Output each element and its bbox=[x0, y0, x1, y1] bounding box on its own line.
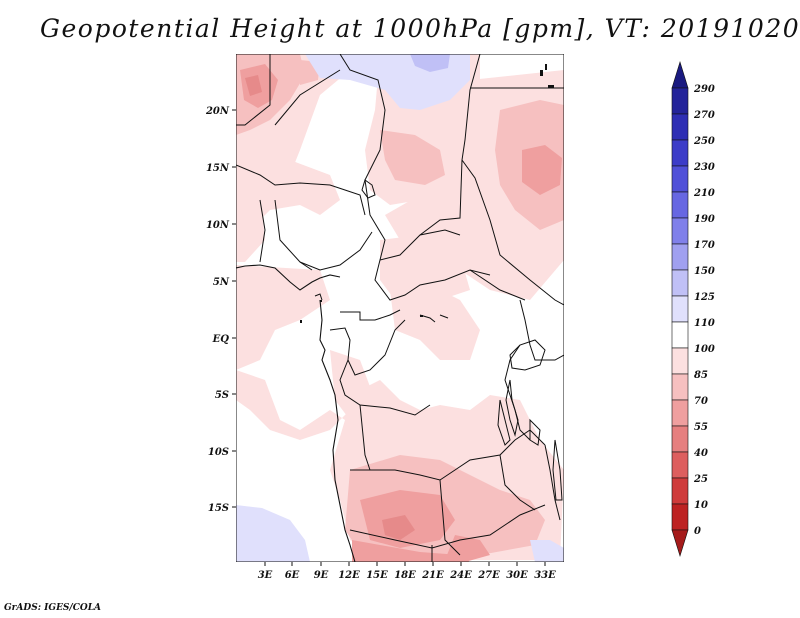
colorbar-segment bbox=[671, 477, 689, 505]
longitude-axis: 3E 6E 9E 12E 15E 18E 21E 24E 27E 30E 33E bbox=[258, 562, 556, 581]
lat-tick-15n: 15N bbox=[206, 163, 236, 174]
lat-tick-eq: EQ bbox=[212, 334, 236, 345]
colorbar-segment bbox=[671, 113, 689, 141]
colorbar-label: 250 bbox=[693, 136, 715, 147]
map-panel bbox=[236, 54, 564, 562]
coastline bbox=[236, 264, 356, 562]
map-title: Geopotential Height at 1000hPa [gpm], VT… bbox=[40, 14, 800, 43]
lon-label-27e: 27E bbox=[477, 570, 500, 581]
pink-light-areas bbox=[236, 54, 564, 560]
colorbar-label: 190 bbox=[694, 214, 715, 225]
colorbar-segment bbox=[671, 503, 689, 531]
colorbar-label: 150 bbox=[694, 266, 715, 277]
lon-tick-24e: 24E bbox=[449, 562, 472, 581]
colorbar-segment bbox=[671, 373, 689, 401]
lat-label-5n: 5N bbox=[213, 277, 230, 288]
colorbar: 2902702502302101901701501251101008570554… bbox=[671, 60, 715, 558]
lat-label-20n: 20N bbox=[205, 106, 230, 117]
colorbar-label: 100 bbox=[694, 344, 715, 355]
lat-label-15s: 15S bbox=[208, 503, 229, 514]
colorbar-segment bbox=[671, 191, 689, 219]
blue-medium-areas bbox=[410, 54, 450, 72]
lat-tick-10n: 10N bbox=[206, 220, 236, 231]
colorbar-label: 125 bbox=[694, 292, 715, 303]
colorbar-segment bbox=[671, 399, 689, 427]
lon-tick-6e: 6E bbox=[285, 562, 300, 581]
lon-label-9e: 9E bbox=[314, 570, 329, 581]
lon-label-18e: 18E bbox=[394, 570, 416, 581]
colorbar-label: 55 bbox=[694, 422, 708, 433]
lat-tick-20n: 20N bbox=[205, 106, 236, 117]
colorbar-label: 25 bbox=[693, 474, 708, 485]
lon-tick-18e: 18E bbox=[394, 562, 416, 581]
colorbar-segment bbox=[671, 321, 689, 349]
colorbar-bottom-arrow bbox=[671, 529, 689, 558]
lon-label-21e: 21E bbox=[421, 570, 444, 581]
lat-label-15n: 15N bbox=[206, 163, 230, 174]
lon-tick-27e: 27E bbox=[477, 562, 500, 581]
lat-tick-5s: 5S bbox=[215, 390, 236, 401]
colorbar-label: 270 bbox=[693, 110, 715, 121]
lon-label-6e: 6E bbox=[285, 570, 300, 581]
lat-label-10s: 10S bbox=[208, 447, 229, 458]
colorbar-segment bbox=[671, 217, 689, 245]
colorbar-segment bbox=[671, 269, 689, 297]
colorbar-label: 290 bbox=[693, 84, 715, 95]
lat-tick-5n: 5N bbox=[213, 277, 236, 288]
colorbar-label: 210 bbox=[693, 188, 715, 199]
lon-tick-9e: 9E bbox=[314, 562, 329, 581]
colorbar-segment bbox=[671, 243, 689, 271]
colorbar-label: 10 bbox=[694, 500, 708, 511]
colorbar-segment bbox=[671, 425, 689, 453]
lon-tick-33e: 33E bbox=[534, 562, 556, 581]
colorbar-label: 0 bbox=[694, 526, 701, 537]
lon-tick-12e: 12E bbox=[338, 562, 360, 581]
lon-tick-30e: 30E bbox=[506, 562, 528, 581]
colorbar-segment bbox=[671, 347, 689, 375]
colorbar-segment bbox=[671, 165, 689, 193]
latitude-axis: 20N 15N 10N 5N EQ 5S 10S 15S bbox=[205, 106, 236, 514]
lon-tick-3e: 3E bbox=[258, 562, 273, 581]
colorbar-label: 170 bbox=[694, 240, 715, 251]
colorbar-label: 40 bbox=[694, 448, 708, 459]
colorbar-label: 110 bbox=[694, 318, 715, 329]
grads-credit: GrADS: IGES/COLA bbox=[4, 603, 102, 613]
lon-label-3e: 3E bbox=[258, 570, 273, 581]
colorbar-top-arrow bbox=[671, 60, 689, 89]
lat-label-10n: 10N bbox=[206, 220, 230, 231]
lat-label-eq: EQ bbox=[212, 334, 230, 345]
lon-label-33e: 33E bbox=[534, 570, 556, 581]
colorbar-segment bbox=[671, 87, 689, 115]
lon-tick-15e: 15E bbox=[366, 562, 388, 581]
lon-label-30e: 30E bbox=[506, 570, 528, 581]
colorbar-label: 70 bbox=[694, 396, 708, 407]
colorbar-segment bbox=[671, 139, 689, 167]
country-borders bbox=[236, 54, 564, 562]
lakes bbox=[314, 179, 563, 501]
colorbar-label: 230 bbox=[693, 162, 715, 173]
lon-label-12e: 12E bbox=[338, 570, 360, 581]
lat-label-5s: 5S bbox=[215, 390, 229, 401]
lat-tick-15s: 15S bbox=[208, 503, 236, 514]
lon-label-24e: 24E bbox=[449, 570, 472, 581]
colorbar-segment bbox=[671, 295, 689, 323]
lon-tick-21e: 21E bbox=[421, 562, 444, 581]
colorbar-label: 85 bbox=[694, 370, 708, 381]
pink-darkest-areas bbox=[245, 75, 415, 540]
coast-details bbox=[300, 64, 554, 323]
colorbar-segment bbox=[671, 451, 689, 479]
lat-tick-10s: 10S bbox=[208, 447, 236, 458]
lon-label-15e: 15E bbox=[366, 570, 388, 581]
